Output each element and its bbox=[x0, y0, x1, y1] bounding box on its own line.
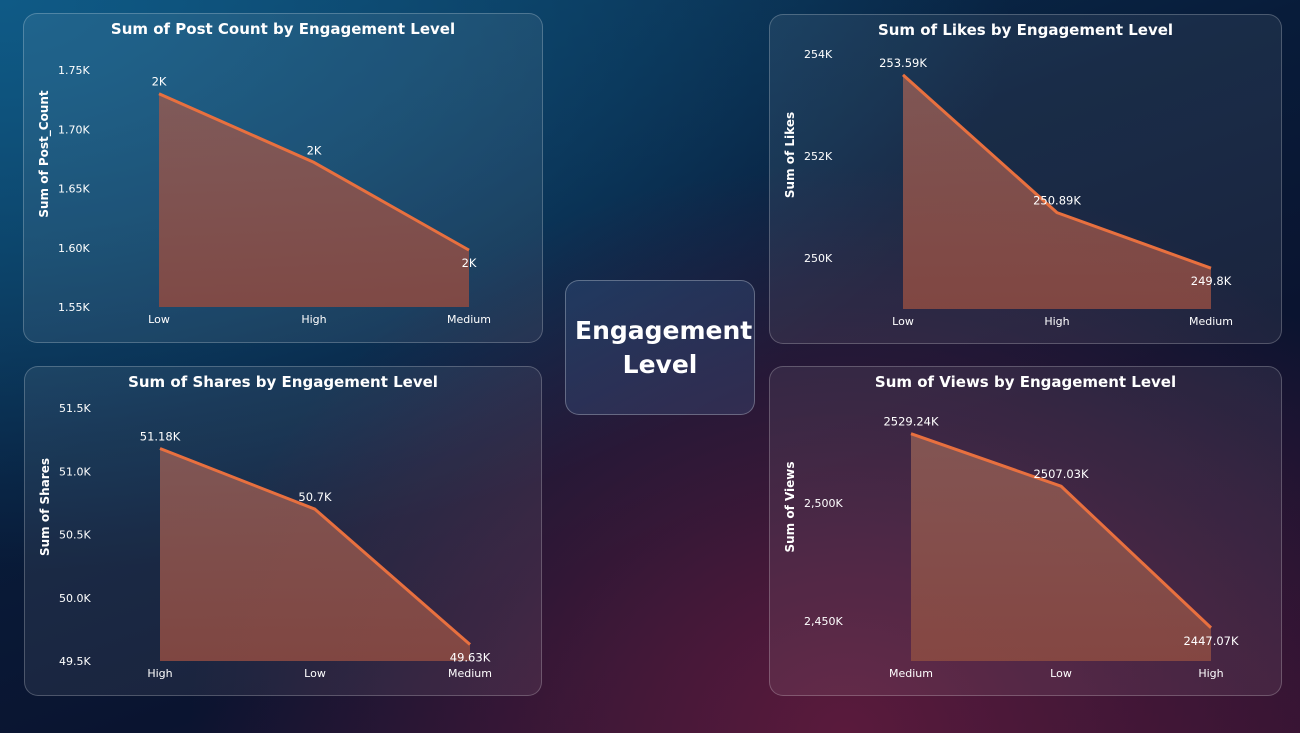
y-tick-label: 50.0K bbox=[59, 592, 91, 605]
y-tick-label: 1.65K bbox=[58, 183, 90, 196]
data-label: 249.8K bbox=[1191, 274, 1232, 288]
data-label: 250.89K bbox=[1033, 194, 1081, 208]
x-tick-label: High bbox=[147, 667, 172, 680]
chart-svg: Sum of Shares 49.5K 50.0K 50.5K 51.0K 51.5K Hi… bbox=[38, 402, 492, 680]
y-tick-label: 2,450K bbox=[804, 615, 843, 628]
y-tick-label: 51.0K bbox=[59, 465, 91, 478]
chart-panel-shares[interactable]: Sum of Shares by Engagement Level Sum of… bbox=[24, 366, 542, 696]
x-tick-label: Medium bbox=[889, 667, 933, 680]
y-tick-label: 1.70K bbox=[58, 123, 90, 136]
y-tick-label: 51.5K bbox=[59, 402, 91, 415]
y-tick-label: 2,500K bbox=[804, 497, 843, 510]
series-line bbox=[902, 73, 1212, 270]
chart-panel-views[interactable]: Sum of Views by Engagement Level Sum of … bbox=[769, 366, 1282, 696]
x-tick-label: Low bbox=[304, 667, 326, 680]
chart-svg: Sum of Post_Count 1.55K 1.60K 1.65K 1.70K 1.7… bbox=[37, 64, 491, 326]
y-tick-label: 49.5K bbox=[59, 655, 91, 668]
y-tick-label: 1.75K bbox=[58, 64, 90, 77]
area-fill bbox=[159, 93, 469, 307]
series-line bbox=[158, 92, 470, 252]
data-label: 2K bbox=[307, 143, 322, 157]
series-line bbox=[159, 447, 471, 646]
x-tick-label: Medium bbox=[1189, 315, 1233, 328]
y-tick-label: 50.5K bbox=[59, 529, 91, 542]
data-label: 253.59K bbox=[879, 56, 927, 70]
x-tick-label: Low bbox=[148, 313, 170, 326]
x-tick-label: High bbox=[1198, 667, 1223, 680]
x-tick-label: Low bbox=[892, 315, 914, 328]
y-tick-label: 250K bbox=[804, 252, 833, 265]
y-axis-label: Sum of Views bbox=[783, 461, 797, 552]
chart-title: Sum of Post Count by Engagement Level bbox=[110, 20, 456, 38]
data-label: 2K bbox=[152, 75, 167, 89]
y-tick-label: 1.60K bbox=[58, 242, 90, 255]
engagement-level-label: Engagement Level bbox=[575, 315, 753, 379]
area-fill bbox=[160, 448, 470, 661]
engagement-level-card[interactable]: Engagement Level bbox=[565, 280, 755, 415]
data-label: 49.63K bbox=[450, 651, 491, 665]
chart-title: Sum of Views by Engagement Level bbox=[874, 373, 1177, 391]
chart-svg: Sum of Likes 250K 252K 254K Low 253.59K High 25… bbox=[783, 48, 1233, 328]
y-tick-label: 252K bbox=[804, 150, 833, 163]
area-fill bbox=[911, 433, 1211, 661]
data-label: 2447.07K bbox=[1183, 634, 1239, 648]
x-tick-label: Medium bbox=[448, 667, 492, 680]
chart-panel-likes[interactable]: Sum of Likes by Engagement Level Sum of … bbox=[769, 14, 1282, 344]
y-axis-label: Sum of Shares bbox=[38, 458, 52, 556]
x-tick-label: High bbox=[1044, 315, 1069, 328]
y-axis-label: Sum of Likes bbox=[783, 112, 797, 198]
data-label: 51.18K bbox=[140, 429, 181, 443]
data-label: 2529.24K bbox=[883, 415, 939, 429]
data-label: 50.7K bbox=[298, 490, 332, 504]
y-tick-label: 1.55K bbox=[58, 301, 90, 314]
chart-title: Sum of Shares by Engagement Level bbox=[128, 373, 438, 391]
series-line bbox=[910, 432, 1213, 629]
data-label: 2K bbox=[462, 256, 477, 270]
y-axis-label: Sum of Post_Count bbox=[37, 90, 52, 218]
chart-title: Sum of Likes by Engagement Level bbox=[877, 21, 1174, 39]
data-label: 2507.03K bbox=[1033, 467, 1089, 481]
x-tick-label: Low bbox=[1050, 667, 1072, 680]
chart-svg: Sum of Views 2,450K 2,500K Medium 2529.24K Lo… bbox=[783, 415, 1239, 680]
area-fill bbox=[903, 74, 1211, 309]
x-tick-label: High bbox=[301, 313, 326, 326]
y-tick-label: 254K bbox=[804, 48, 833, 61]
x-tick-label: Medium bbox=[447, 313, 491, 326]
chart-panel-post-count[interactable]: Sum of Post Count by Engagement Level Su… bbox=[23, 13, 543, 343]
